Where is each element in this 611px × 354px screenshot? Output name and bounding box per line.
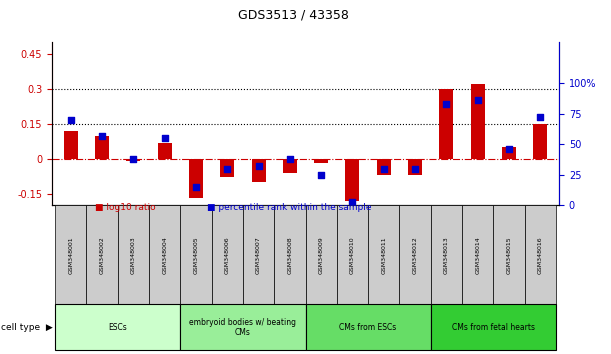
Bar	[502, 147, 516, 159]
Bar	[337, 205, 368, 304]
Text: embryoid bodies w/ beating
CMs: embryoid bodies w/ beating CMs	[189, 318, 296, 337]
Point	[410, 166, 420, 171]
Point	[379, 166, 389, 171]
Text: GSM348007: GSM348007	[256, 236, 261, 274]
Bar	[180, 304, 306, 350]
Bar	[462, 205, 493, 304]
Bar	[64, 131, 78, 159]
Bar	[180, 205, 211, 304]
Text: GSM348006: GSM348006	[225, 236, 230, 274]
Text: ESCs: ESCs	[108, 323, 127, 332]
Bar	[274, 205, 306, 304]
Text: GSM348005: GSM348005	[194, 236, 199, 274]
Point	[128, 156, 138, 162]
Bar	[525, 205, 556, 304]
Text: GDS3513 / 43358: GDS3513 / 43358	[238, 8, 349, 21]
Bar	[470, 84, 485, 159]
Bar	[220, 159, 234, 177]
Text: GSM348004: GSM348004	[162, 236, 167, 274]
Bar	[400, 205, 431, 304]
Point	[442, 101, 452, 107]
Point	[285, 156, 295, 162]
Bar	[306, 205, 337, 304]
Bar	[149, 205, 180, 304]
Point	[535, 115, 545, 120]
Text: GSM348010: GSM348010	[350, 236, 355, 274]
Point	[473, 97, 483, 103]
Text: CMs from fetal hearts: CMs from fetal hearts	[452, 323, 535, 332]
Point	[97, 133, 107, 138]
Bar	[493, 205, 525, 304]
Text: cell type  ▶: cell type ▶	[1, 323, 53, 332]
Bar	[252, 159, 266, 182]
Bar	[55, 304, 180, 350]
Point	[254, 164, 263, 169]
Point	[159, 135, 169, 141]
Bar	[118, 205, 149, 304]
Bar	[314, 159, 328, 164]
Bar	[95, 136, 109, 159]
Bar	[408, 159, 422, 175]
Text: GSM348016: GSM348016	[538, 236, 543, 274]
Point	[316, 172, 326, 178]
Text: ■ percentile rank within the sample: ■ percentile rank within the sample	[207, 203, 371, 212]
Point	[191, 184, 201, 190]
Bar	[431, 205, 462, 304]
Bar	[368, 205, 400, 304]
Point	[504, 146, 514, 152]
Bar	[377, 159, 391, 175]
Text: GSM348008: GSM348008	[287, 236, 292, 274]
Bar	[126, 159, 141, 161]
Text: GSM348009: GSM348009	[319, 236, 324, 274]
Bar	[189, 159, 203, 198]
Point	[66, 117, 76, 122]
Text: GSM348002: GSM348002	[100, 236, 104, 274]
Text: GSM348001: GSM348001	[68, 236, 73, 274]
Bar	[211, 205, 243, 304]
Bar	[86, 205, 118, 304]
Bar	[158, 143, 172, 159]
Text: GSM348014: GSM348014	[475, 236, 480, 274]
Point	[222, 166, 232, 171]
Text: GSM348011: GSM348011	[381, 236, 386, 274]
Bar	[431, 304, 556, 350]
Bar	[306, 304, 431, 350]
Bar	[533, 124, 547, 159]
Bar	[283, 159, 297, 173]
Bar	[55, 205, 86, 304]
Text: GSM348003: GSM348003	[131, 236, 136, 274]
Bar	[243, 205, 274, 304]
Text: CMs from ESCs: CMs from ESCs	[340, 323, 397, 332]
Text: GSM348013: GSM348013	[444, 236, 449, 274]
Bar	[345, 159, 359, 201]
Point	[348, 199, 357, 205]
Text: ■ log10 ratio: ■ log10 ratio	[95, 203, 156, 212]
Text: GSM348015: GSM348015	[507, 236, 511, 274]
Text: GSM348012: GSM348012	[412, 236, 417, 274]
Bar	[439, 89, 453, 159]
